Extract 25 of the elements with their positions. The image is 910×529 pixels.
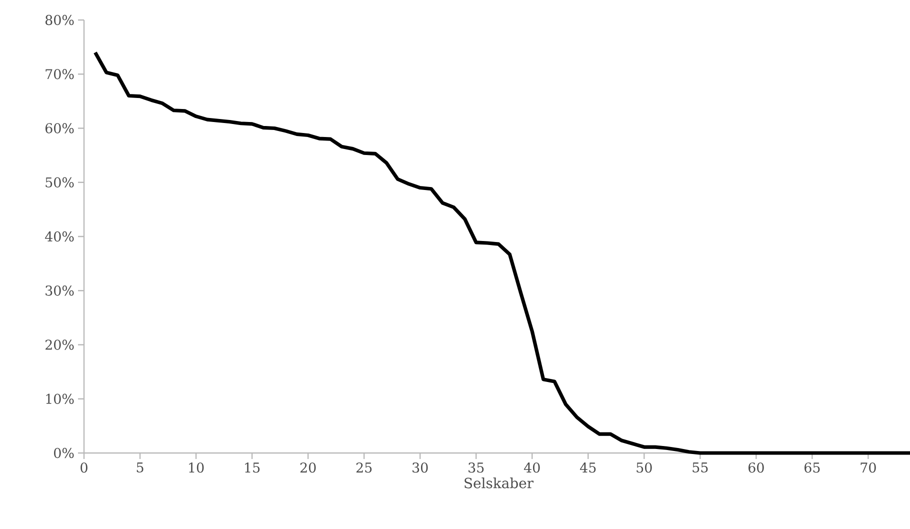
x-tick-label: 5 [136,462,144,472]
y-tick-label: 0% [54,448,74,458]
y-tick-label: 80% [46,14,74,26]
x-tick-label: 35 [468,462,484,473]
x-tick-label: 65 [804,462,820,473]
x-tick-label: 60 [748,462,764,473]
x-tick-label: 15 [245,462,260,473]
x-tick-label: 0 [80,462,88,473]
x-tick-label: 70 [860,462,876,473]
y-tick-label: 40% [45,231,74,242]
y-tick-label: 30% [46,286,74,296]
x-tick-label: 50 [636,462,652,473]
y-tick-label: 70% [46,69,74,80]
x-tick-label: 10 [189,462,204,473]
x-tick-label: 30 [412,462,428,473]
x-tick-label: 40 [524,462,540,473]
x-tick-label: 45 [580,462,596,473]
x-tick-label: 20 [300,462,316,473]
y-tick-label: 60% [46,123,74,134]
x-tick-label: 25 [356,462,372,473]
y-tick-label: 10% [46,394,74,404]
y-tick-label: 20% [46,340,74,350]
y-tick-label: 50% [46,177,74,188]
x-tick-label: 55 [692,462,708,472]
x-axis-title: Selskaber [464,478,534,488]
